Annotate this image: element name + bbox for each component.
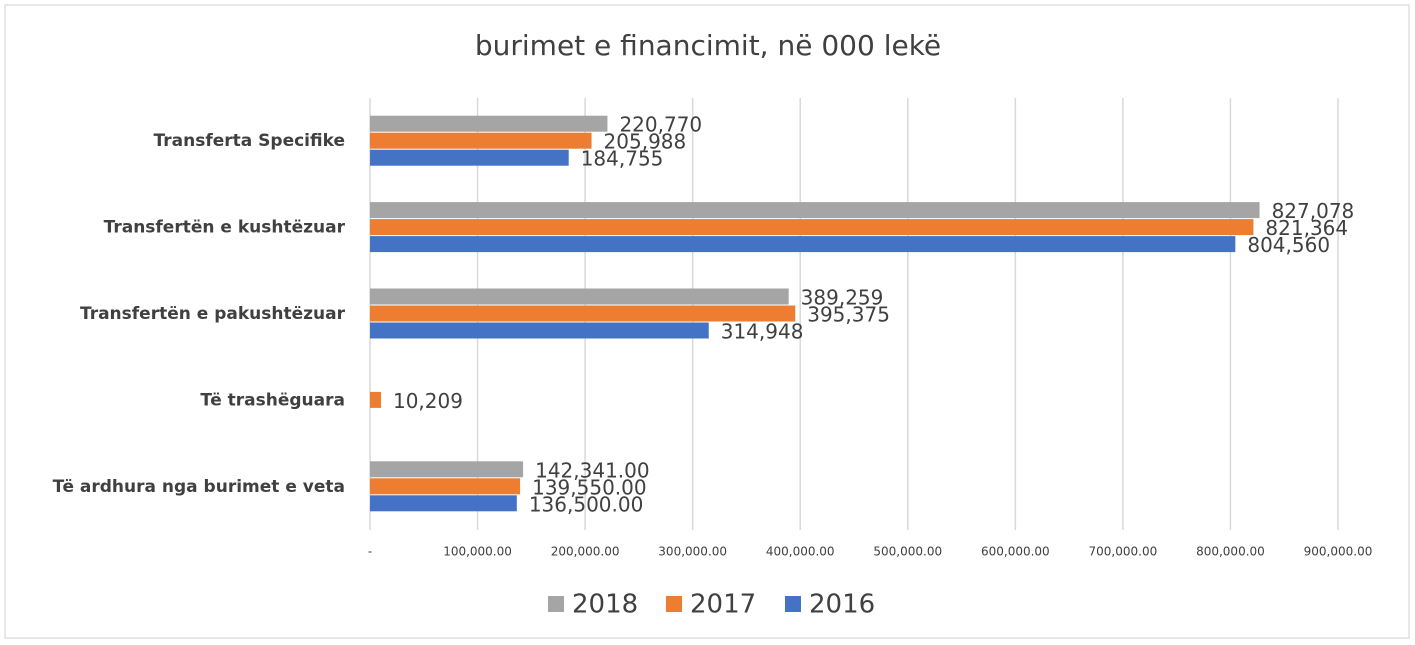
value-label: 205,988 <box>604 130 687 154</box>
x-tick-label: 200,000.00 <box>551 545 620 559</box>
x-tick-label: 700,000.00 <box>1089 545 1158 559</box>
legend-swatch <box>785 596 801 612</box>
value-label: 395,375 <box>807 303 890 327</box>
bar <box>370 236 1236 253</box>
x-tick-label: 800,000.00 <box>1196 545 1265 559</box>
x-tick-label: 400,000.00 <box>766 545 835 559</box>
y-tick-label: Të ardhura nga burimet e veta <box>53 477 345 497</box>
legend-swatch <box>548 596 564 612</box>
y-tick-label: Transfertën e pakushtëzuar <box>80 304 346 324</box>
bar <box>370 391 381 408</box>
x-tick-label: 600,000.00 <box>981 545 1050 559</box>
value-label: 821,364 <box>1265 216 1348 240</box>
bar <box>370 495 517 512</box>
value-label: 220,770 <box>619 113 702 137</box>
value-label: 136,500.00 <box>529 492 644 516</box>
y-tick-label: Transfertën e kushtëzuar <box>104 218 346 238</box>
value-label: 804,560 <box>1247 233 1330 257</box>
bar <box>370 322 709 339</box>
bar <box>370 219 1254 236</box>
bar <box>370 478 521 495</box>
bar <box>370 461 524 478</box>
bar <box>370 202 1260 219</box>
value-label: 184,755 <box>581 147 664 171</box>
x-tick-label: 500,000.00 <box>873 545 942 559</box>
bar <box>370 288 789 305</box>
y-tick-label: Transferta Specifike <box>154 131 345 151</box>
legend-swatch <box>666 596 682 612</box>
value-label: 827,078 <box>1272 199 1355 223</box>
legend-label: 2016 <box>809 590 875 620</box>
legend-label: 2018 <box>572 590 638 620</box>
x-tick-label: 300,000.00 <box>658 545 727 559</box>
value-label: 10,209 <box>393 389 463 413</box>
bar <box>370 132 592 149</box>
value-label: 142,341.00 <box>535 458 650 482</box>
bar <box>370 305 796 322</box>
x-tick-label: - <box>368 545 372 559</box>
bar <box>370 115 608 132</box>
bar <box>370 149 569 166</box>
x-tick-label: 900,000.00 <box>1304 545 1373 559</box>
value-label: 389,259 <box>801 286 884 310</box>
chart-title: burimet e financimit, në 000 lekë <box>475 29 941 62</box>
value-label: 139,550.00 <box>532 475 647 499</box>
x-tick-label: 100,000.00 <box>443 545 512 559</box>
y-tick-label: Të trashëguara <box>200 390 345 410</box>
legend-label: 2017 <box>690 590 756 620</box>
value-label: 314,948 <box>721 320 804 344</box>
